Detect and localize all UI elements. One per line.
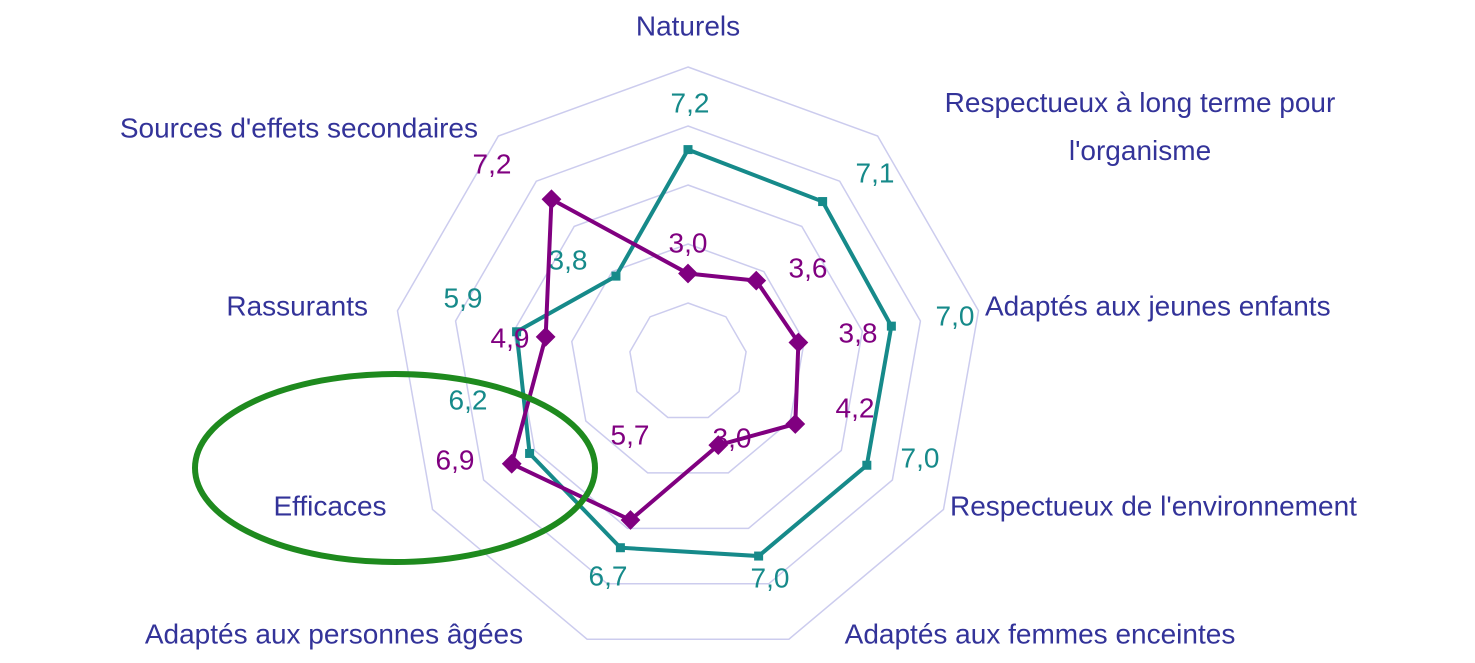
value-label: 7,2 <box>473 148 512 179</box>
category-label: Adaptés aux jeunes enfants <box>985 290 1331 321</box>
value-label: 4,2 <box>836 392 875 423</box>
marker <box>512 327 522 337</box>
marker <box>535 326 556 347</box>
marker <box>818 197 828 207</box>
category-label: Adaptés aux personnes âgées <box>145 618 523 649</box>
category-label: Adaptés aux femmes enceintes <box>845 618 1236 649</box>
category-label-line: Respectueux à long terme pour <box>945 87 1336 118</box>
marker <box>746 270 767 291</box>
category-label: Naturels <box>636 10 740 41</box>
grid-ring <box>454 125 922 585</box>
value-label: 6,2 <box>449 384 488 415</box>
value-label: 5,9 <box>444 282 483 313</box>
grid-ring <box>396 66 980 640</box>
marker <box>862 460 872 470</box>
marker <box>678 263 698 284</box>
marker <box>611 271 621 281</box>
marker <box>501 453 522 474</box>
category-label-line: l'organisme <box>1069 135 1211 166</box>
value-label: 3,8 <box>839 317 878 348</box>
marker <box>620 510 641 530</box>
category-label: Respectueux de l'environnement <box>950 490 1357 521</box>
value-label: 3,0 <box>713 422 752 453</box>
value-label: 3,6 <box>789 252 828 283</box>
value-label: 3,0 <box>669 227 708 258</box>
marker <box>788 332 809 353</box>
marker <box>541 189 562 210</box>
value-label: 7,0 <box>751 562 790 593</box>
value-label: 7,2 <box>671 87 710 118</box>
value-label: 4,9 <box>491 322 530 353</box>
marker <box>683 145 693 155</box>
series-line <box>509 196 801 523</box>
grid-ring <box>512 184 864 530</box>
category-label: Respectueux à long terme pour l'organisme <box>945 87 1336 166</box>
value-label: 7,0 <box>936 300 975 331</box>
value-label: 6,9 <box>436 444 475 475</box>
value-label: 7,1 <box>856 157 895 188</box>
marker <box>708 435 729 456</box>
category-label: Rassurants <box>226 290 368 321</box>
category-label: Efficaces <box>273 490 386 521</box>
marker <box>785 414 806 434</box>
grid-ring <box>629 302 747 419</box>
series-line <box>514 147 894 559</box>
value-label: 5,7 <box>611 419 650 450</box>
marker <box>615 543 625 553</box>
marker <box>754 551 764 561</box>
category-label: Sources d'effets secondaires <box>120 112 478 143</box>
marker <box>525 448 535 458</box>
value-label: 6,7 <box>589 560 628 591</box>
highlight-ellipse <box>192 371 598 565</box>
value-label: 7,0 <box>901 442 940 473</box>
value-label: 3,8 <box>549 244 588 275</box>
marker <box>886 321 896 331</box>
